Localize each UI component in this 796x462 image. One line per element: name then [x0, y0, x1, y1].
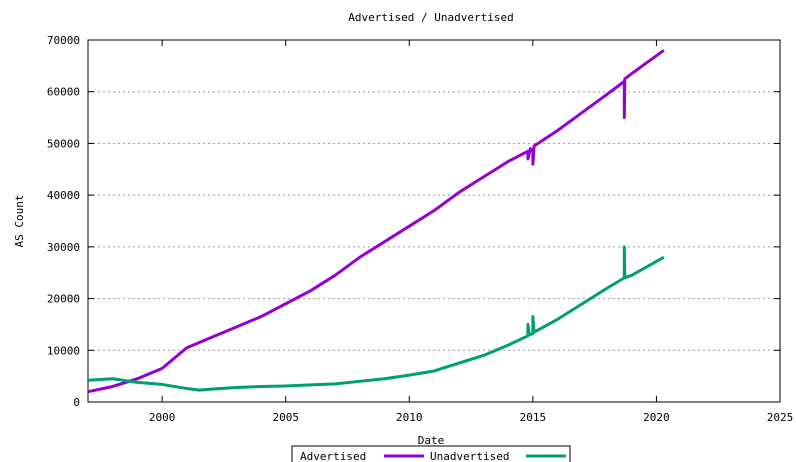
- grid-lines: [88, 91, 780, 351]
- x-tick-label: 2010: [396, 411, 423, 424]
- series-line-advertised: [87, 49, 665, 394]
- y-axis-label: AS Count: [13, 195, 26, 248]
- x-tick-label: 2020: [643, 411, 670, 424]
- legend-label-unadvertised: Unadvertised: [430, 450, 509, 462]
- x-axis-label: Date: [418, 434, 445, 447]
- x-tick-label: 2000: [149, 411, 176, 424]
- series-lines: [87, 49, 665, 394]
- y-tick-label: 10000: [47, 344, 80, 357]
- x-tick-label: 2015: [520, 411, 547, 424]
- y-tick-label: 20000: [47, 293, 80, 306]
- plot-border: [87, 39, 781, 403]
- tick-labels: 0 10000 20000 30000 40000 50000 60000 70000 2000…: [47, 34, 793, 424]
- y-tick-label: 70000: [47, 34, 80, 47]
- legend: Advertised Unadvertised: [291, 445, 571, 462]
- y-tick-label: 60000: [47, 86, 80, 99]
- y-tick-label: 40000: [47, 189, 80, 202]
- legend-box: [291, 445, 571, 462]
- y-tick-label: 0: [73, 396, 80, 409]
- y-tick-label: 50000: [47, 137, 80, 150]
- axes: [87, 39, 781, 403]
- tick-marks: [88, 39, 781, 403]
- chart-title: Advertised / Unadvertised: [348, 11, 514, 24]
- legend-label-advertised: Advertised: [300, 450, 366, 462]
- series-line-unadvertised: [87, 245, 665, 392]
- x-tick-label: 2025: [767, 411, 794, 424]
- x-tick-label: 2005: [272, 411, 299, 424]
- y-tick-label: 30000: [47, 241, 80, 254]
